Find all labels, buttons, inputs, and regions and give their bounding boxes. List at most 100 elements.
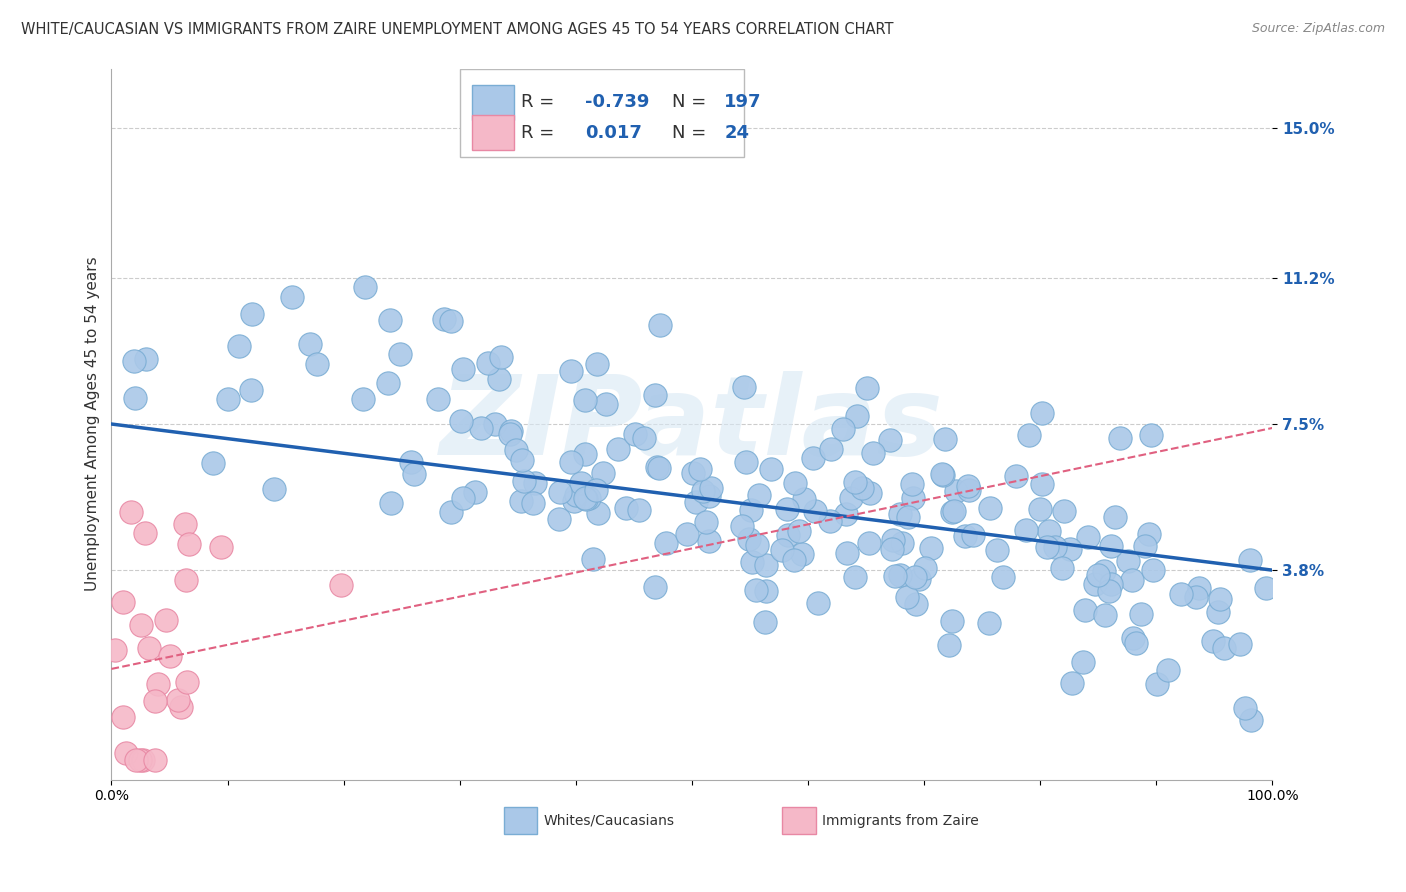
- Point: [592, 467, 614, 481]
- Point: [884, 569, 907, 583]
- Point: [115, 746, 138, 760]
- Point: [882, 541, 904, 556]
- Point: [1060, 676, 1083, 690]
- Point: [510, 453, 533, 467]
- Point: [776, 502, 799, 516]
- Point: [548, 512, 571, 526]
- Point: [560, 455, 582, 469]
- Point: [499, 424, 522, 438]
- Point: [962, 528, 984, 542]
- Point: [1077, 530, 1099, 544]
- Point: [655, 536, 678, 550]
- Point: [111, 595, 134, 609]
- Point: [938, 638, 960, 652]
- Point: [807, 596, 830, 610]
- Point: [844, 475, 866, 489]
- Point: [647, 460, 669, 475]
- Point: [692, 483, 714, 498]
- Point: [685, 495, 707, 509]
- Point: [263, 482, 285, 496]
- Point: [1208, 592, 1230, 607]
- Point: [1233, 701, 1256, 715]
- Point: [1256, 581, 1278, 595]
- Point: [298, 337, 321, 351]
- Point: [755, 584, 778, 599]
- Point: [783, 552, 806, 566]
- Text: Source: ZipAtlas.com: Source: ZipAtlas.com: [1251, 22, 1385, 36]
- Point: [353, 280, 375, 294]
- Point: [122, 354, 145, 368]
- Point: [1031, 406, 1053, 420]
- Point: [176, 674, 198, 689]
- Text: R =: R =: [522, 93, 554, 111]
- Point: [1239, 553, 1261, 567]
- Point: [470, 421, 492, 435]
- Point: [1202, 633, 1225, 648]
- FancyBboxPatch shape: [472, 85, 515, 120]
- Point: [789, 524, 811, 538]
- Text: 0.017: 0.017: [585, 123, 643, 142]
- Text: 197: 197: [724, 93, 762, 111]
- Point: [979, 501, 1001, 516]
- Point: [804, 504, 827, 518]
- Point: [399, 455, 422, 469]
- Point: [560, 364, 582, 378]
- Point: [1050, 561, 1073, 575]
- Point: [1005, 469, 1028, 483]
- Point: [700, 482, 723, 496]
- Point: [1029, 502, 1052, 516]
- Point: [329, 578, 352, 592]
- Point: [135, 352, 157, 367]
- Point: [522, 496, 544, 510]
- Point: [648, 318, 671, 332]
- Point: [450, 414, 472, 428]
- Point: [404, 467, 426, 481]
- Point: [1015, 523, 1038, 537]
- Point: [957, 479, 980, 493]
- Point: [1084, 577, 1107, 591]
- Point: [129, 618, 152, 632]
- Point: [1018, 427, 1040, 442]
- Point: [453, 362, 475, 376]
- Text: WHITE/CAUCASIAN VS IMMIGRANTS FROM ZAIRE UNEMPLOYMENT AMONG AGES 45 TO 54 YEARS : WHITE/CAUCASIAN VS IMMIGRANTS FROM ZAIRE…: [21, 22, 894, 37]
- Point: [747, 538, 769, 552]
- Point: [614, 500, 637, 515]
- Point: [1240, 713, 1263, 727]
- Point: [129, 753, 152, 767]
- Text: N =: N =: [672, 123, 706, 142]
- Point: [169, 700, 191, 714]
- Point: [280, 290, 302, 304]
- Point: [901, 476, 924, 491]
- Point: [1099, 540, 1122, 554]
- Point: [578, 491, 600, 506]
- Point: [239, 384, 262, 398]
- Point: [644, 388, 666, 402]
- Point: [134, 525, 156, 540]
- Point: [920, 541, 942, 556]
- Point: [440, 506, 463, 520]
- Point: [451, 491, 474, 505]
- Point: [856, 381, 879, 395]
- Point: [891, 536, 914, 550]
- Point: [783, 475, 806, 490]
- Y-axis label: Unemployment Among Ages 45 to 54 years: Unemployment Among Ages 45 to 54 years: [86, 257, 100, 591]
- Point: [770, 543, 793, 558]
- Point: [695, 515, 717, 529]
- Point: [427, 392, 450, 407]
- Point: [1125, 635, 1147, 649]
- Point: [633, 431, 655, 445]
- Point: [145, 694, 167, 708]
- Point: [945, 484, 967, 499]
- Point: [174, 516, 197, 531]
- Point: [744, 582, 766, 597]
- Point: [1122, 631, 1144, 645]
- Point: [380, 313, 402, 327]
- Text: 24: 24: [724, 123, 749, 142]
- Point: [523, 475, 546, 490]
- Point: [748, 488, 770, 502]
- Point: [1087, 568, 1109, 582]
- Point: [1140, 427, 1163, 442]
- Point: [305, 357, 328, 371]
- Point: [595, 397, 617, 411]
- Text: ZIPatlas: ZIPatlas: [440, 370, 943, 477]
